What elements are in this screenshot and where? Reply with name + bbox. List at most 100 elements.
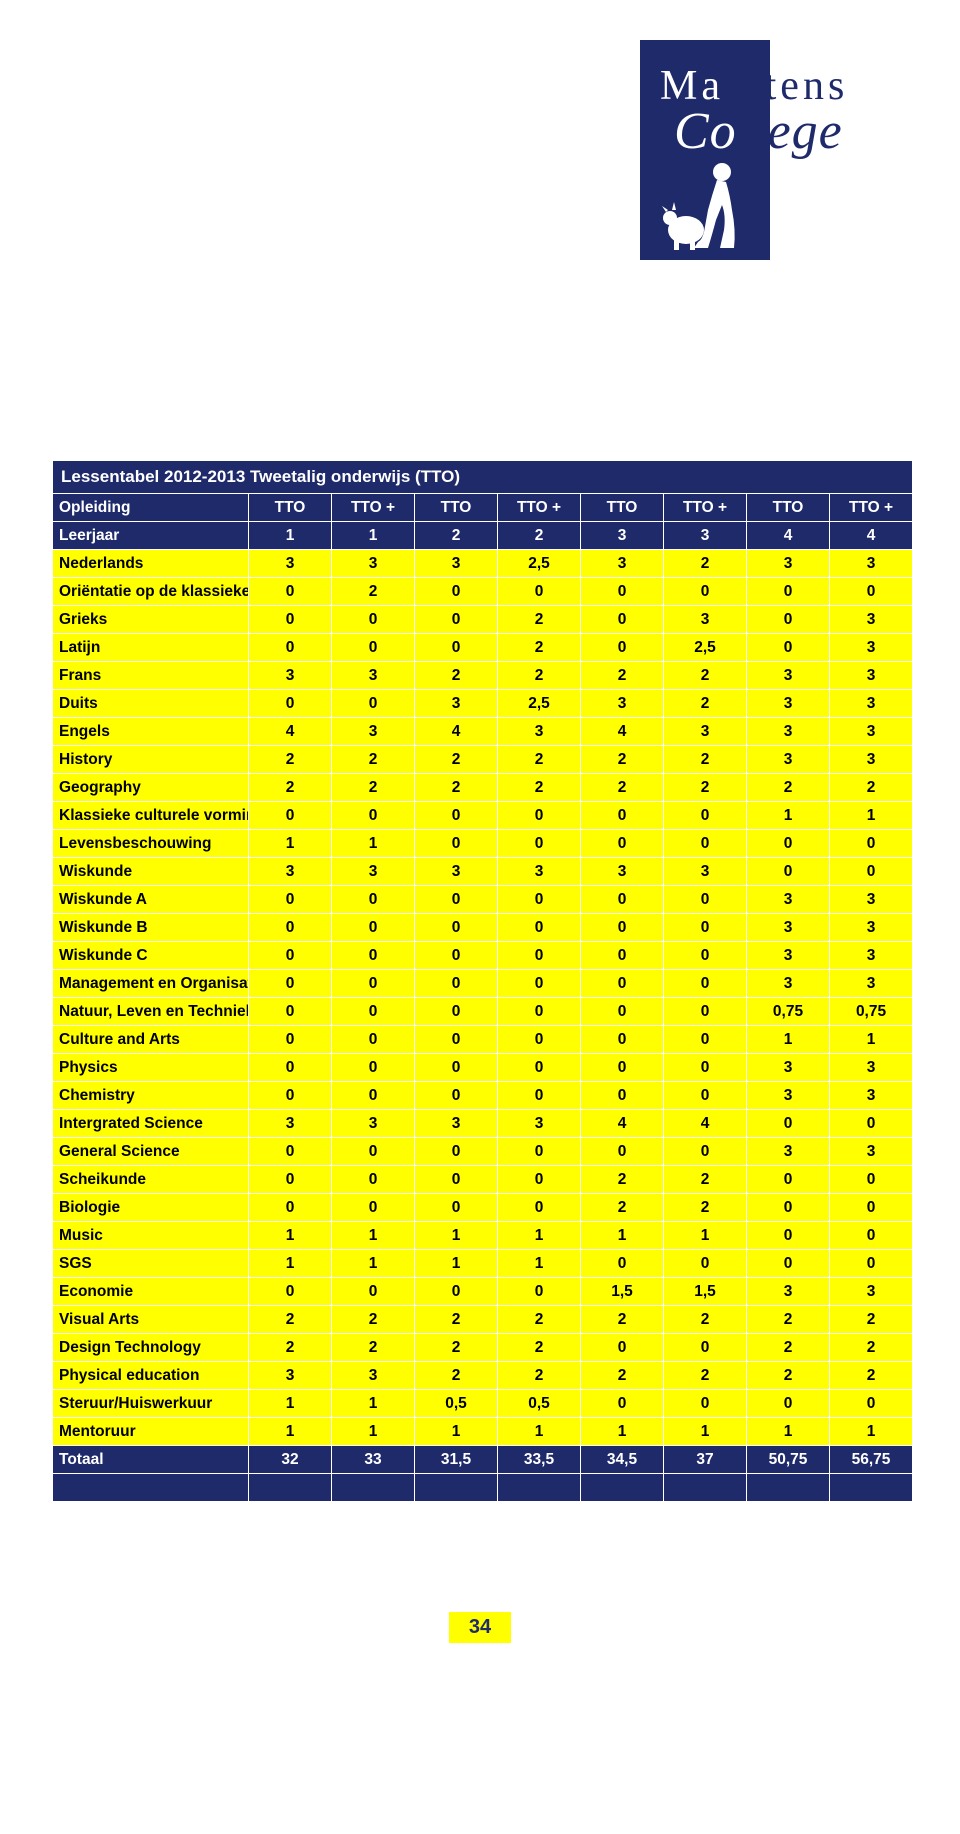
- cell: 0: [830, 1390, 913, 1418]
- cell: 2: [498, 774, 581, 802]
- cell: 2: [249, 1334, 332, 1362]
- table-row: Intergrated Science33334400: [53, 1110, 913, 1138]
- cell: 0: [498, 886, 581, 914]
- cell: 3: [249, 662, 332, 690]
- cell: 0: [415, 1194, 498, 1222]
- cell: 3: [332, 662, 415, 690]
- row-label: Physical education: [53, 1362, 249, 1390]
- cell: 2: [332, 1334, 415, 1362]
- cell: 2,5: [498, 550, 581, 578]
- cell: 0,5: [498, 1390, 581, 1418]
- cell: 1: [332, 1390, 415, 1418]
- cell: 2: [415, 1362, 498, 1390]
- total-cell: 34,5: [581, 1446, 664, 1474]
- cell: 3: [332, 1110, 415, 1138]
- cell: 2: [581, 1362, 664, 1390]
- table-row: Wiskunde A00000033: [53, 886, 913, 914]
- cell: 1: [332, 1222, 415, 1250]
- table-row: Frans33222233: [53, 662, 913, 690]
- cell: 1: [415, 1222, 498, 1250]
- cell: 2: [664, 690, 747, 718]
- table-row: Management en Organisatie00000033: [53, 970, 913, 998]
- cell: 2: [498, 1334, 581, 1362]
- lessentabel-table: Lessentabel 2012-2013 Tweetalig onderwij…: [52, 460, 913, 1502]
- cell: 3: [830, 1082, 913, 1110]
- cell: 3: [581, 858, 664, 886]
- cell: 0: [415, 578, 498, 606]
- cell: 3: [747, 886, 830, 914]
- table-row: Chemistry00000033: [53, 1082, 913, 1110]
- total-cell: 32: [249, 1446, 332, 1474]
- cell: 2: [581, 746, 664, 774]
- cell: 2: [664, 1306, 747, 1334]
- cell: 1: [249, 1418, 332, 1446]
- cell: 2: [664, 550, 747, 578]
- cell: 0: [332, 634, 415, 662]
- cell: 0: [249, 1026, 332, 1054]
- cell: 0: [581, 914, 664, 942]
- table-row: Wiskunde B00000033: [53, 914, 913, 942]
- cell: 3: [747, 690, 830, 718]
- cell: 0: [830, 1194, 913, 1222]
- header-leerjaar-col-5: 3: [664, 522, 747, 550]
- cell: 0: [249, 802, 332, 830]
- cell: 0: [332, 690, 415, 718]
- cell: 3: [581, 550, 664, 578]
- cell: 3: [415, 690, 498, 718]
- cell: 3: [747, 662, 830, 690]
- cell: 2: [664, 1362, 747, 1390]
- cell: 3: [332, 550, 415, 578]
- cell: 3: [498, 1110, 581, 1138]
- header-row-opleiding: OpleidingTTOTTO +TTOTTO +TTOTTO +TTOTTO …: [53, 494, 913, 522]
- cell: 1,5: [581, 1278, 664, 1306]
- cell: 2: [332, 1306, 415, 1334]
- cell: 0: [498, 802, 581, 830]
- cell: 0: [415, 970, 498, 998]
- cell: 0: [332, 998, 415, 1026]
- cell: 0: [415, 942, 498, 970]
- cell: 1: [498, 1418, 581, 1446]
- cell: 2: [498, 1362, 581, 1390]
- row-label: SGS: [53, 1250, 249, 1278]
- cell: 2: [581, 1194, 664, 1222]
- cell: 2: [830, 1334, 913, 1362]
- cell: 3: [664, 858, 747, 886]
- header-opleiding-col-3: TTO +: [498, 494, 581, 522]
- cell: 0: [830, 858, 913, 886]
- cell: 1: [249, 1390, 332, 1418]
- blank-cell: [332, 1474, 415, 1502]
- header-label-opleiding: Opleiding: [53, 494, 249, 522]
- row-label: Design Technology: [53, 1334, 249, 1362]
- cell: 0: [664, 1250, 747, 1278]
- cell: 3: [332, 718, 415, 746]
- cell: 0: [249, 1278, 332, 1306]
- cell: 3: [415, 550, 498, 578]
- header-opleiding-col-1: TTO +: [332, 494, 415, 522]
- cell: 0: [415, 606, 498, 634]
- cell: 0: [498, 998, 581, 1026]
- page-number: 34: [449, 1612, 511, 1643]
- row-label: Wiskunde C: [53, 942, 249, 970]
- header-opleiding-col-6: TTO: [747, 494, 830, 522]
- cell: 2: [498, 746, 581, 774]
- cell: 2: [830, 774, 913, 802]
- cell: 3: [249, 1110, 332, 1138]
- cell: 3: [830, 606, 913, 634]
- cell: 0: [249, 1082, 332, 1110]
- cell: 0: [581, 1054, 664, 1082]
- cell: 2: [332, 746, 415, 774]
- total-cell: 37: [664, 1446, 747, 1474]
- cell: 0: [830, 1222, 913, 1250]
- cell: 0: [747, 1110, 830, 1138]
- cell: 3: [498, 858, 581, 886]
- cell: 0: [664, 830, 747, 858]
- cell: 0: [581, 1334, 664, 1362]
- cell: 4: [664, 1110, 747, 1138]
- cell: 3: [747, 1138, 830, 1166]
- cell: 3: [415, 858, 498, 886]
- table-row: Engels43434333: [53, 718, 913, 746]
- header-opleiding-col-4: TTO: [581, 494, 664, 522]
- row-label: Oriëntatie op de klassieken: [53, 578, 249, 606]
- row-label: Engels: [53, 718, 249, 746]
- cell: 0: [747, 606, 830, 634]
